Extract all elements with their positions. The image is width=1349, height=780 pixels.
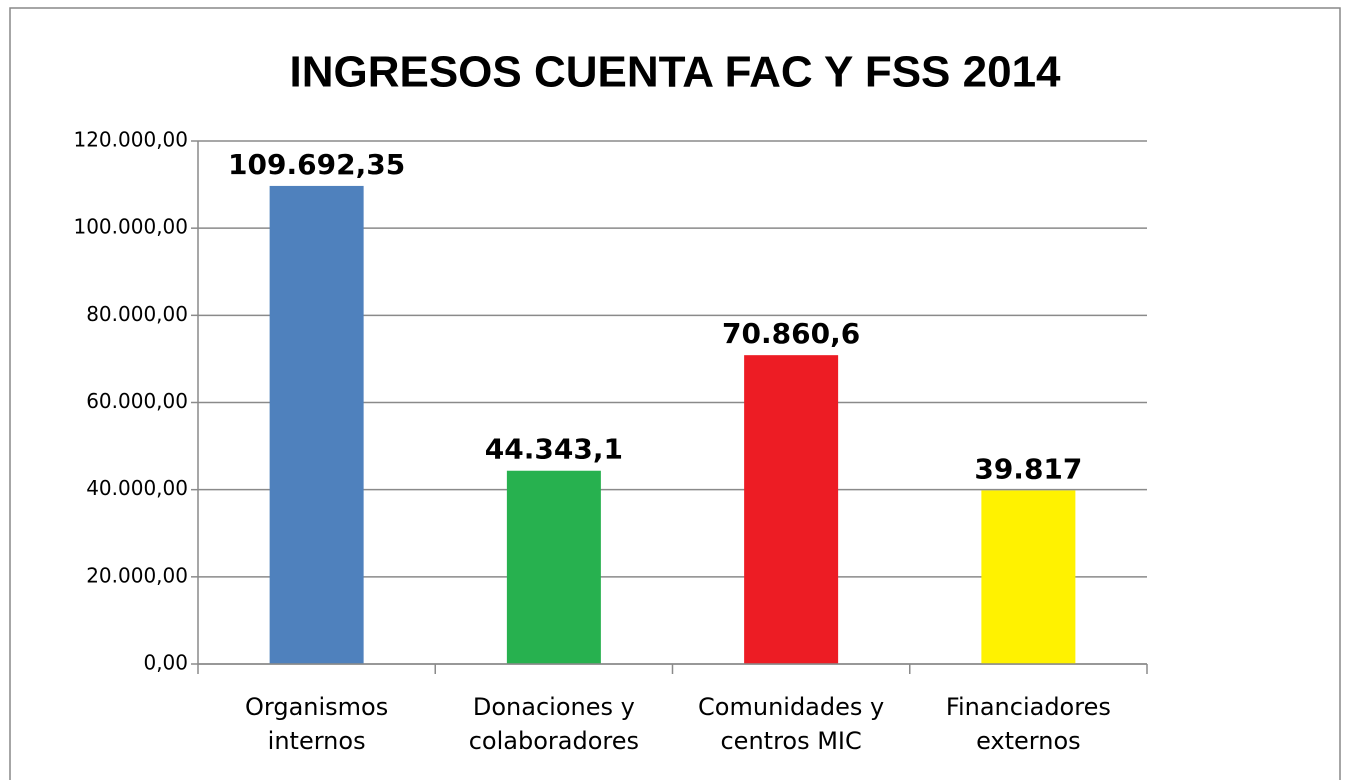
data-label: 44.343,1 [485,433,623,466]
data-label: 109.692,35 [228,148,405,181]
bar [981,490,1076,664]
data-label: 39.817 [974,452,1082,485]
y-tick-label: 40.000,00 [86,476,188,500]
bar [506,470,601,664]
x-tick-label: Comunidades y centros MIC [698,693,885,755]
x-tick-label: Financiadores externos [945,693,1111,755]
data-label: 70.860,6 [722,317,860,350]
y-tick-label: 120.000,00 [73,128,188,152]
bar [269,185,364,664]
chart-title: INGRESOS CUENTA FAC Y FSS 2014 [289,48,1061,97]
x-tick-label: Donaciones y colaboradores [468,693,640,755]
chart-border [9,7,1341,780]
y-tick-label: 0,00 [143,651,188,675]
y-tick-label: 100.000,00 [73,215,188,239]
y-tick-label: 80.000,00 [86,302,188,326]
y-tick-label: 60.000,00 [86,389,188,413]
x-tick-label: Organismos internos [245,693,389,755]
bar [744,355,839,664]
y-tick-label: 20.000,00 [86,563,188,587]
